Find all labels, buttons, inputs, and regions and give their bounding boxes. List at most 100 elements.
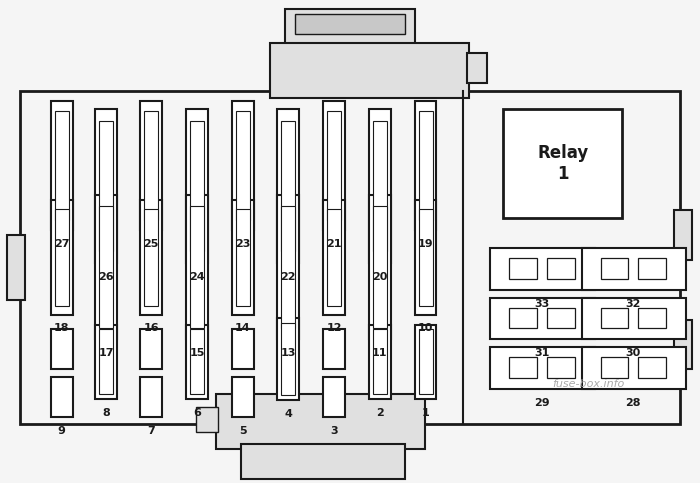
Bar <box>140 329 162 369</box>
Bar <box>373 121 387 251</box>
Bar <box>414 200 437 314</box>
Text: 18: 18 <box>54 324 69 333</box>
Bar <box>99 121 113 251</box>
Bar <box>95 195 118 340</box>
Bar <box>419 329 433 394</box>
Bar <box>674 210 692 260</box>
Text: 16: 16 <box>144 324 159 333</box>
Bar <box>186 109 208 263</box>
Bar <box>638 357 666 378</box>
Bar <box>547 258 575 279</box>
Bar <box>323 329 345 369</box>
Text: 12: 12 <box>326 324 342 333</box>
Text: 15: 15 <box>189 348 204 358</box>
Bar <box>414 101 437 230</box>
Text: 8: 8 <box>102 408 111 418</box>
Text: 19: 19 <box>418 239 433 249</box>
Bar <box>323 377 345 417</box>
Text: 27: 27 <box>54 239 69 249</box>
Bar <box>196 407 218 432</box>
Bar <box>95 325 118 399</box>
Bar <box>323 101 345 230</box>
Bar <box>327 209 341 306</box>
Bar <box>241 444 405 479</box>
Bar <box>186 195 208 340</box>
Bar <box>232 329 253 369</box>
Bar <box>55 209 69 306</box>
Bar <box>509 308 537 328</box>
Bar <box>674 320 692 369</box>
Bar <box>140 377 162 417</box>
Text: 9: 9 <box>57 426 66 436</box>
Text: 25: 25 <box>144 239 159 249</box>
Bar <box>95 109 118 263</box>
Text: 20: 20 <box>372 272 388 282</box>
Bar <box>582 248 686 290</box>
Text: 4: 4 <box>284 409 293 419</box>
Text: 28: 28 <box>626 398 641 408</box>
Bar <box>414 325 437 399</box>
Text: Relay
1: Relay 1 <box>537 144 589 183</box>
Bar <box>277 195 300 340</box>
Bar <box>286 9 414 47</box>
Bar <box>547 357 575 378</box>
Bar <box>232 101 253 230</box>
Bar <box>547 308 575 328</box>
Bar <box>295 14 405 34</box>
Bar <box>369 325 391 399</box>
Bar <box>373 206 387 328</box>
Bar <box>186 325 208 399</box>
Bar <box>270 43 469 98</box>
Bar <box>638 258 666 279</box>
Bar <box>419 111 433 220</box>
Bar <box>503 109 622 218</box>
Bar <box>236 111 250 220</box>
Bar <box>601 357 629 378</box>
Text: 14: 14 <box>234 324 251 333</box>
Text: 5: 5 <box>239 426 246 436</box>
Text: 24: 24 <box>189 272 204 282</box>
Bar <box>99 206 113 328</box>
Text: 13: 13 <box>281 348 296 358</box>
Bar <box>50 101 73 230</box>
Bar <box>140 200 162 314</box>
Text: 17: 17 <box>99 348 114 358</box>
Text: 33: 33 <box>534 298 550 309</box>
Text: 31: 31 <box>534 348 550 358</box>
Text: 26: 26 <box>99 272 114 282</box>
Text: 10: 10 <box>418 324 433 333</box>
Text: 21: 21 <box>326 239 342 249</box>
Bar <box>232 200 253 314</box>
Bar <box>55 111 69 220</box>
Bar <box>190 206 204 328</box>
Text: fuse-box.info: fuse-box.info <box>552 379 624 389</box>
Text: 23: 23 <box>235 239 251 249</box>
Bar <box>277 109 300 263</box>
Text: 11: 11 <box>372 348 388 358</box>
Bar <box>277 317 300 400</box>
Bar <box>327 111 341 220</box>
Text: 29: 29 <box>534 398 550 408</box>
Bar <box>190 121 204 251</box>
Bar <box>99 329 113 394</box>
Bar <box>490 347 594 389</box>
Text: 30: 30 <box>626 348 641 358</box>
Text: 7: 7 <box>147 426 155 436</box>
Bar <box>144 209 158 306</box>
Bar <box>232 377 253 417</box>
Bar <box>140 101 162 230</box>
Bar <box>509 357 537 378</box>
Bar <box>490 248 594 290</box>
Bar <box>369 109 391 263</box>
Bar <box>216 394 425 449</box>
Bar <box>281 206 295 328</box>
Bar <box>582 347 686 389</box>
Text: 2: 2 <box>376 408 384 418</box>
Bar <box>468 53 487 83</box>
Bar <box>20 91 680 424</box>
Bar <box>490 298 594 340</box>
Bar <box>582 298 686 340</box>
Bar <box>373 329 387 394</box>
Bar <box>144 111 158 220</box>
Text: 22: 22 <box>281 272 296 282</box>
